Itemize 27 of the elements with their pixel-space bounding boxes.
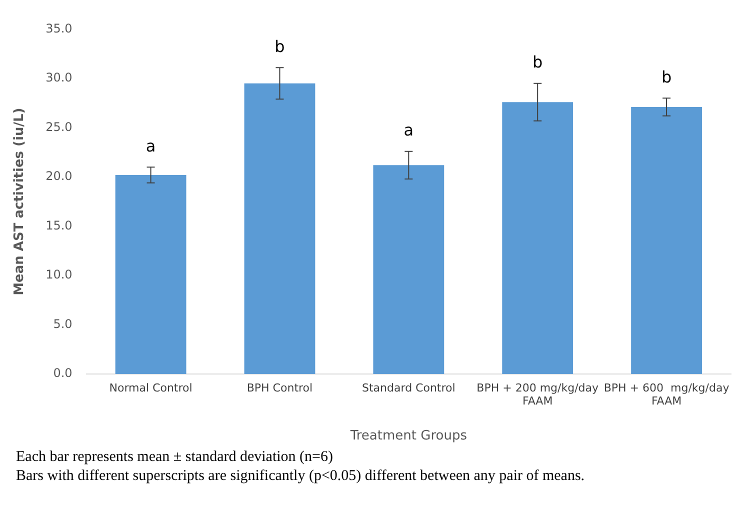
- annotation: b: [274, 36, 285, 56]
- bar: [502, 102, 574, 374]
- x-tick-label: BPH + 200 mg/kg/day FAAM: [476, 381, 600, 408]
- y-tick-label: 15.0: [46, 218, 72, 232]
- annotation: b: [661, 67, 672, 86]
- bar: [373, 165, 444, 374]
- x-tick-label: Normal Control: [109, 381, 192, 394]
- y-tick-label: 0.0: [53, 366, 72, 380]
- annotation: a: [404, 120, 414, 140]
- annotation: a: [146, 136, 156, 156]
- x-axis-title: Treatment Groups: [349, 428, 468, 444]
- y-tick-label: 25.0: [46, 120, 72, 134]
- text: Each bar represents mean ± standard deviation (n=6): [16, 448, 334, 467]
- x-tick-label: BPH Control: [246, 381, 313, 394]
- y-tick-label: 10.0: [46, 268, 72, 282]
- y-tick-label: 35.0: [46, 21, 72, 36]
- y-axis-title: Mean AST activities (iu/L): [12, 108, 28, 296]
- x-tick-label: Standard Control: [362, 381, 456, 394]
- y-tick-label: 5.0: [53, 316, 72, 331]
- annotation: b: [532, 52, 543, 72]
- x-tick-label: BPH + 600 mg/kg/day FAAM: [604, 381, 730, 408]
- bar: [244, 83, 316, 374]
- bar: [631, 107, 702, 374]
- bar: [115, 175, 186, 374]
- y-tick-label: 30.0: [46, 70, 72, 85]
- text: Bars with different superscripts are significantly (p<0.05) different between any pair of means.: [16, 467, 586, 486]
- y-tick-label: 20.0: [46, 169, 72, 184]
